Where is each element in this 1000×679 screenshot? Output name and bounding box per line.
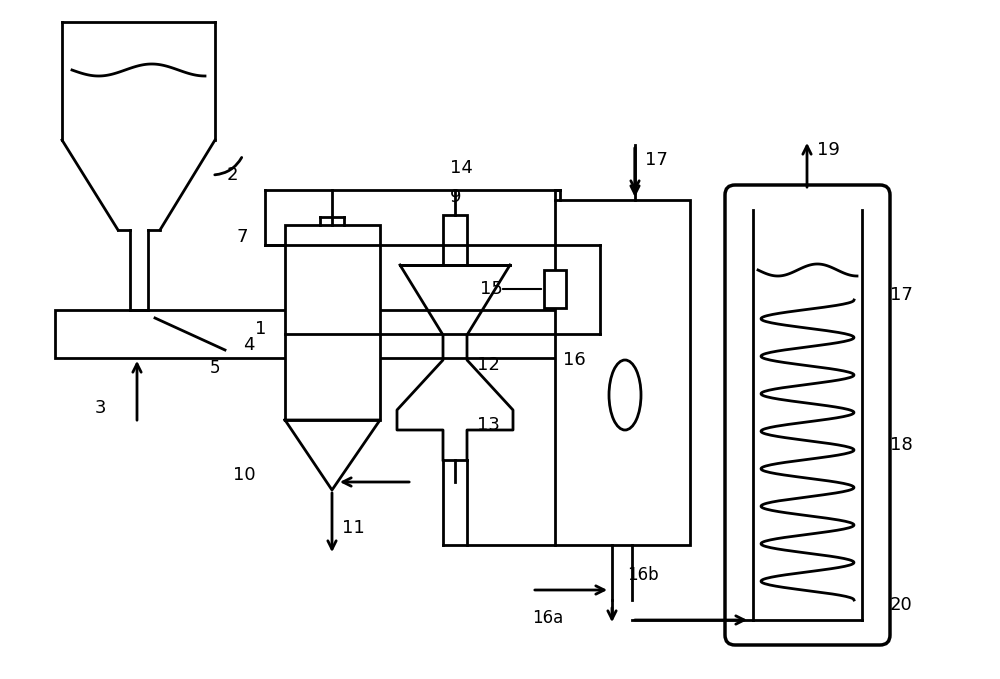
Text: 20: 20 — [890, 596, 913, 614]
Text: 11: 11 — [342, 519, 365, 537]
Text: 16: 16 — [563, 351, 586, 369]
Text: 18: 18 — [890, 436, 913, 454]
Text: 2: 2 — [227, 166, 239, 184]
Text: 3: 3 — [95, 399, 106, 417]
Text: 17: 17 — [890, 286, 913, 304]
Bar — [544, 270, 566, 308]
Text: 14: 14 — [450, 159, 473, 177]
Bar — [285, 225, 380, 420]
Bar — [55, 310, 600, 358]
Text: 9: 9 — [450, 188, 462, 206]
Text: 16b: 16b — [627, 566, 659, 584]
Text: 4: 4 — [243, 336, 254, 354]
Text: 15: 15 — [480, 280, 503, 298]
Text: 10: 10 — [233, 466, 256, 484]
Text: 5: 5 — [210, 359, 220, 377]
Text: 7: 7 — [237, 228, 248, 246]
Text: 17: 17 — [645, 151, 668, 169]
Bar — [555, 200, 690, 545]
Text: 16a: 16a — [532, 609, 563, 627]
Ellipse shape — [609, 360, 641, 430]
Bar — [443, 215, 467, 265]
Text: 12: 12 — [477, 356, 500, 374]
FancyBboxPatch shape — [725, 185, 890, 645]
Text: 13: 13 — [477, 416, 500, 434]
Text: 1: 1 — [255, 320, 266, 338]
Text: 19: 19 — [817, 141, 840, 159]
